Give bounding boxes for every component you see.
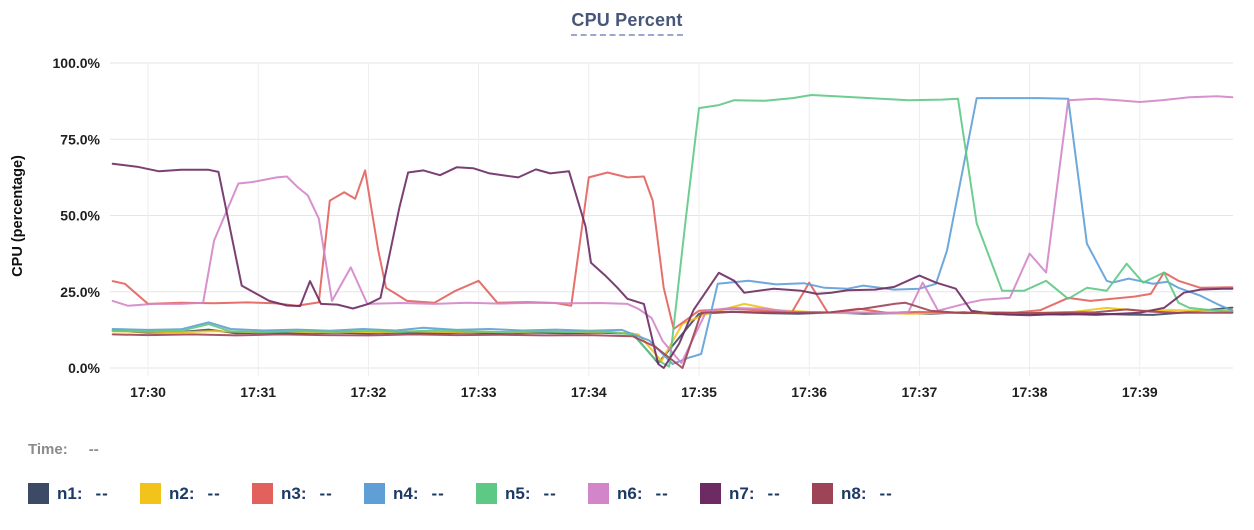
x-tick-label: 17:30	[130, 384, 166, 400]
series-n4-line	[111, 97, 1234, 365]
legend-label: n3:	[281, 483, 307, 503]
x-tick-label: 17:39	[1122, 384, 1158, 400]
series-lines	[111, 94, 1234, 369]
legend-label: n8:	[841, 483, 867, 503]
legend-label: n1:	[57, 483, 83, 503]
time-readout-label: Time:	[28, 441, 68, 458]
y-axis-title: CPU (percentage)	[10, 155, 26, 277]
x-axis-labels: 17:30 17:31 17:32 17:33 17:34 17:35 17:36 17:37…	[130, 384, 1158, 400]
legend-value: --	[767, 483, 781, 503]
y-tick-label: 100.0%	[53, 55, 101, 71]
legend-value: --	[543, 483, 557, 503]
x-tick-label: 17:33	[461, 384, 497, 400]
legend-value: --	[879, 483, 893, 503]
x-tick-label: 17:37	[901, 384, 937, 400]
legend-swatch-n4	[364, 483, 385, 504]
gridlines	[110, 62, 1233, 376]
y-tick-label: 25.0%	[60, 284, 100, 300]
legend-item-n3[interactable]: n3: --	[252, 483, 364, 504]
legend-item-n2[interactable]: n2: --	[140, 483, 252, 504]
legend-value: --	[431, 483, 445, 503]
legend-label: n6:	[617, 483, 643, 503]
series-n5-line	[111, 94, 1234, 368]
y-tick-label: 50.0%	[60, 208, 100, 224]
legend-label: n4:	[393, 483, 419, 503]
series-n6-line	[111, 95, 1234, 365]
legend-swatch-n1	[28, 483, 49, 504]
series-n3-line	[111, 169, 1234, 330]
legend-swatch-n5	[476, 483, 497, 504]
legend-label: n7:	[729, 483, 755, 503]
legend-value: --	[319, 483, 333, 503]
y-axis-labels: 100.0% 75.0% 50.0% 25.0% 0.0%	[53, 55, 101, 376]
legend-swatch-n8	[812, 483, 833, 504]
legend-item-n6[interactable]: n6: --	[588, 483, 700, 504]
time-readout: Time: --	[28, 441, 99, 458]
legend-swatch-n2	[140, 483, 161, 504]
x-tick-label: 17:34	[571, 384, 607, 400]
series-legend: n1: -- n2: -- n3: -- n4: -- n5: -- n6: -- n7: -- n8: --	[28, 483, 924, 504]
time-readout-value: --	[88, 441, 99, 458]
legend-value: --	[655, 483, 669, 503]
x-tick-label: 17:38	[1012, 384, 1048, 400]
legend-label: n5:	[505, 483, 531, 503]
legend-value: --	[207, 483, 221, 503]
x-tick-label: 17:31	[240, 384, 276, 400]
series-n8-line	[111, 301, 1234, 369]
legend-item-n7[interactable]: n7: --	[700, 483, 812, 504]
legend-swatch-n6	[588, 483, 609, 504]
y-tick-label: 0.0%	[68, 360, 100, 376]
chart-title-row: CPU Percent	[0, 10, 1254, 36]
legend-item-n5[interactable]: n5: --	[476, 483, 588, 504]
legend-value: --	[95, 483, 109, 503]
chart-title[interactable]: CPU Percent	[571, 10, 683, 36]
legend-item-n1[interactable]: n1: --	[28, 483, 140, 504]
x-tick-label: 17:36	[791, 384, 827, 400]
cpu-chart[interactable]: 100.0% 75.0% 50.0% 25.0% 0.0% 17:30 17:31 17:32…	[0, 0, 1254, 420]
y-tick-label: 75.0%	[60, 131, 100, 147]
legend-swatch-n3	[252, 483, 273, 504]
legend-item-n4[interactable]: n4: --	[364, 483, 476, 504]
legend-swatch-n7	[700, 483, 721, 504]
legend-item-n8[interactable]: n8: --	[812, 483, 924, 504]
x-tick-label: 17:32	[350, 384, 386, 400]
legend-label: n2:	[169, 483, 195, 503]
x-tick-label: 17:35	[681, 384, 717, 400]
